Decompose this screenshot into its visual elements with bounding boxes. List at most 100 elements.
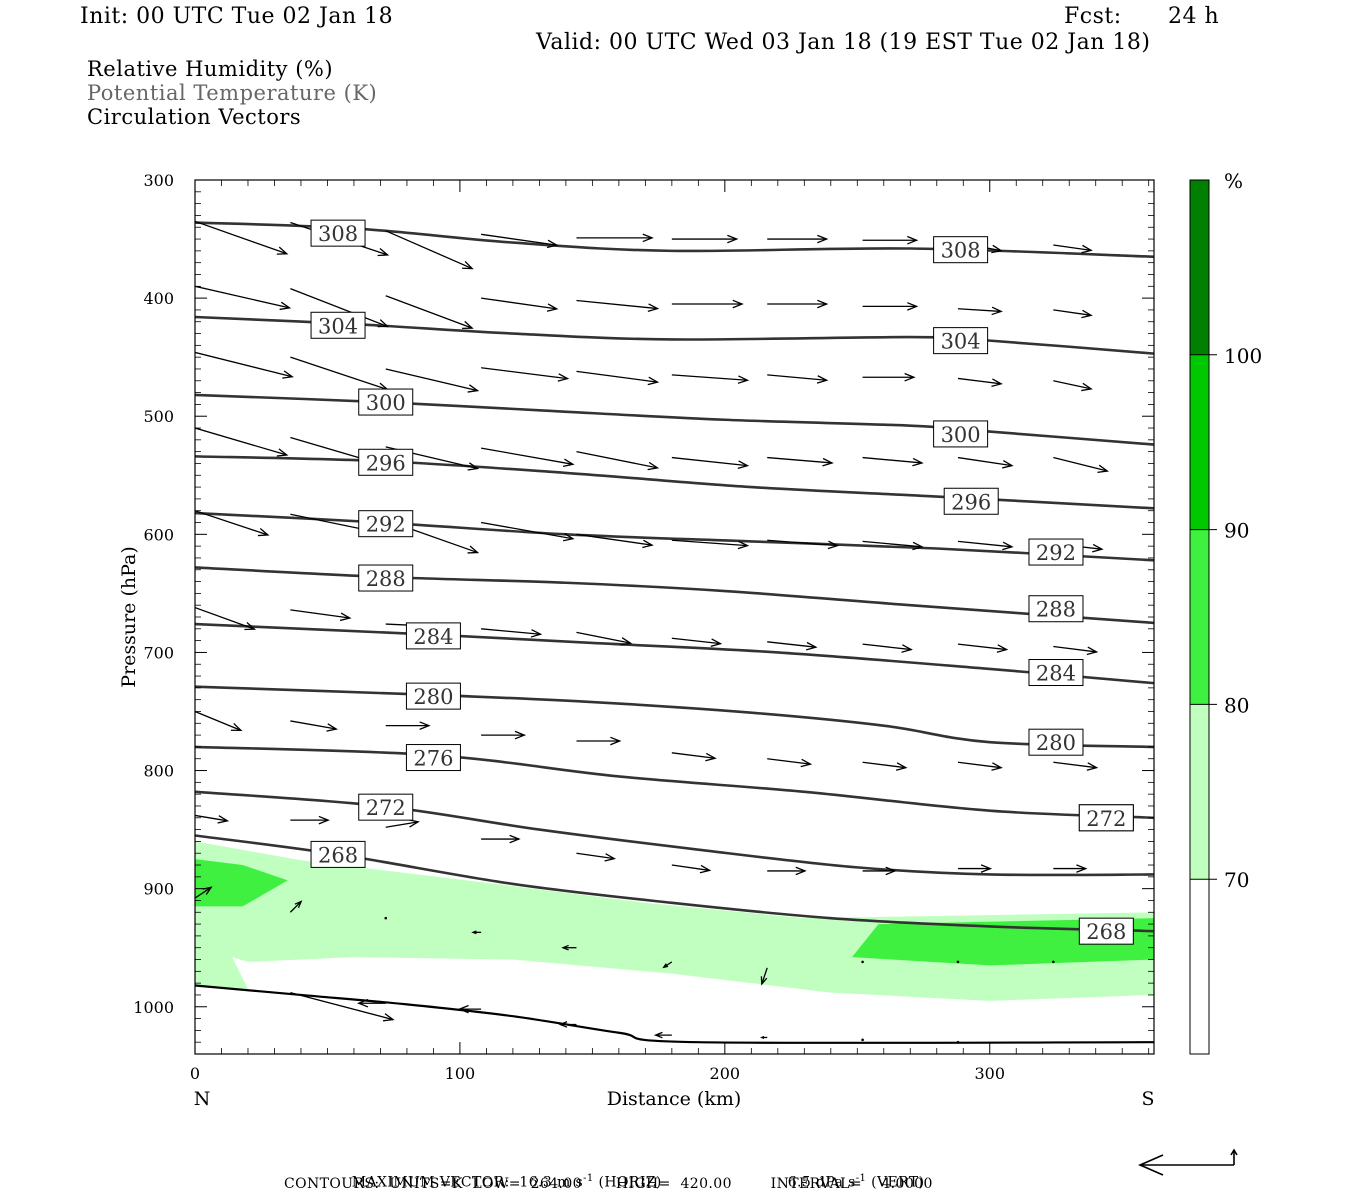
svg-text:296: 296 [366,451,406,475]
circulation-vector [290,815,330,825]
circulation-vector [290,720,338,732]
circulation-vector [671,299,744,309]
circulation-vector [767,456,834,467]
max-vector-line: MAXIMUM VECTOR: 16.3 m s-1 (HORIZ) [342,1157,662,1191]
y-axis-label: Pressure (hPa) [118,546,140,688]
circulation-vector [385,819,420,828]
svg-text:1000: 1000 [133,998,174,1017]
circulation-vector [457,1004,482,1014]
svg-text:200: 200 [710,1064,741,1083]
contour-label: 304 [310,311,366,339]
circulation-vector [471,930,482,935]
circulation-vector [760,967,768,986]
circulation-vector [862,372,916,382]
circulation-vector [767,234,829,244]
circulation-vector [861,1038,864,1042]
contour-label: 280 [405,682,461,710]
rh-field-title: Relative Humidity (%) [87,57,334,81]
circulation-vector [576,233,654,243]
colorbar-frame [1189,179,1210,1055]
svg-text:284: 284 [1036,662,1076,686]
y-tick: 500 [143,407,1154,426]
circulation-vector [384,916,388,920]
circulation-vector [195,351,294,379]
circulation-vector [671,234,739,244]
contour-label: 268 [1078,917,1134,945]
svg-text:900: 900 [143,880,174,899]
contours-info: CONTOURS: UNITS=K LOW= 264.00 HIGH= 420.… [284,1176,933,1192]
circulation-vector [385,230,474,270]
circulation-vector [481,367,570,382]
theta-field-title: Potential Temperature (K) [87,81,378,105]
circulation-vector [576,299,660,312]
svg-text:304: 304 [318,314,358,338]
svg-text:300: 300 [974,1064,1005,1083]
contour-label: 288 [358,564,414,592]
colorbar-label: 100 [1224,344,1262,368]
circulation-vector [862,643,913,653]
svg-text:308: 308 [318,222,358,246]
contour-label: 300 [933,420,989,448]
rh-80-90-region [195,859,288,907]
max-vector-prefix: MAXIMUM VECTOR: [351,1174,510,1191]
circulation-vector [1053,456,1110,474]
circulation-vector [862,761,908,771]
circulation-vector [481,628,543,638]
circulation-vector [862,235,919,245]
contour-label: 280 [1028,728,1084,756]
circulation-vector [576,736,622,746]
north-label: N [194,1088,211,1110]
x-tick: 200 [710,180,741,1083]
y-tick: 800 [143,762,1154,781]
colorbar-segment [1190,879,1209,1054]
circulation-vector [481,233,559,249]
circulation-vector [480,447,575,467]
circulation-vector [1053,309,1093,319]
circulation-vector [957,540,1014,551]
circulation-vector [956,960,960,964]
x-tick: 300 [974,180,1005,1083]
colorbar-segment [1190,704,1209,880]
svg-text:304: 304 [941,330,981,354]
svg-text:284: 284 [413,625,453,649]
vector-field-title: Circulation Vectors [87,105,302,129]
colorbar-label: 70 [1224,868,1249,892]
circulation-vector [289,900,303,913]
circulation-vector [576,631,633,646]
colorbar-label: 80 [1224,693,1249,717]
y-tick: 1000 [133,998,1154,1017]
circulation-vector [481,730,527,740]
svg-text:268: 268 [318,843,358,867]
circulation-vector [767,539,840,550]
circulation-vector [1053,380,1093,392]
x-tick: 100 [445,180,475,1083]
contour-label: 272 [358,793,414,821]
contour-label: 272 [1078,804,1134,832]
circulation-vector [862,456,924,467]
svg-text:700: 700 [143,643,174,662]
circulation-vector [767,374,829,384]
circulation-vector [558,1021,577,1028]
circulation-vector [290,288,390,328]
theta-contour-276 [195,745,1154,820]
x-axis-label: Distance (km) [607,1088,742,1110]
circulation-vector [671,539,750,550]
horiz-max-value: 16.3 m s [519,1174,584,1191]
circulation-vector [385,368,480,393]
theta-contour-300 [195,393,1154,446]
circulation-vector [1053,864,1088,873]
circulation-vector [767,758,813,768]
colorbar-label: 90 [1224,519,1249,543]
circulation-vector [671,864,712,874]
y-tick: 700 [143,643,1154,662]
y-tick: 400 [143,289,1154,308]
circulation-vector [195,510,270,537]
contour-label: 292 [358,510,414,538]
horiz-tag: (HORIZ) [598,1174,662,1191]
circulation-vector [671,374,750,384]
svg-text:288: 288 [366,567,406,591]
svg-text:276: 276 [413,747,453,771]
colorbar: 70 80 90 100% [1189,169,1262,1055]
svg-text:300: 300 [143,171,174,190]
